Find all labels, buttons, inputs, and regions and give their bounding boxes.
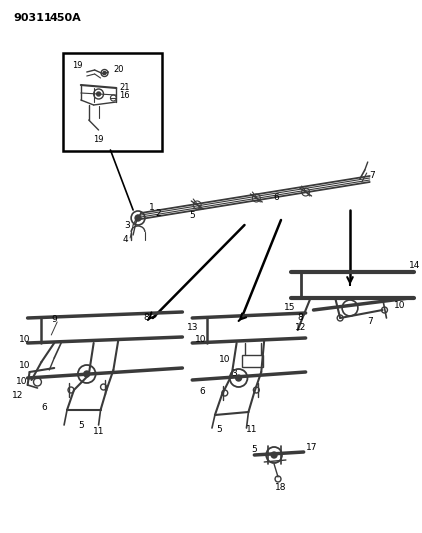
Text: 10: 10 [16, 377, 27, 386]
Text: 12: 12 [295, 324, 306, 333]
Text: 8: 8 [143, 313, 149, 322]
Text: 13: 13 [187, 324, 198, 333]
Text: 2: 2 [156, 209, 161, 219]
Text: 6: 6 [41, 403, 47, 413]
Text: 6: 6 [273, 193, 279, 203]
Text: 20: 20 [114, 64, 124, 74]
Text: 18: 18 [275, 482, 287, 491]
Text: 7: 7 [369, 171, 374, 180]
Circle shape [271, 452, 277, 458]
Text: 5: 5 [189, 211, 195, 220]
Text: 3: 3 [231, 368, 237, 377]
Text: 10: 10 [219, 356, 230, 365]
Text: 4: 4 [122, 236, 128, 245]
Text: 5: 5 [216, 425, 222, 434]
Text: 12: 12 [12, 391, 24, 400]
Text: 5: 5 [78, 421, 84, 430]
Text: 11: 11 [246, 425, 257, 434]
Circle shape [84, 371, 90, 377]
Text: 8: 8 [298, 313, 303, 322]
Text: 19: 19 [72, 61, 82, 70]
Text: 90311: 90311 [14, 13, 52, 23]
Text: 7: 7 [367, 318, 373, 327]
Text: 19: 19 [93, 135, 104, 144]
Circle shape [135, 215, 141, 221]
Text: 10: 10 [195, 335, 207, 344]
Circle shape [103, 71, 106, 75]
Circle shape [235, 375, 241, 381]
Text: 1: 1 [149, 204, 154, 213]
Bar [63, 53, 162, 151]
Text: 14: 14 [409, 261, 421, 270]
Text: 16: 16 [119, 91, 130, 100]
Text: 6: 6 [199, 387, 205, 397]
Text: 9: 9 [51, 316, 57, 325]
Text: 10: 10 [19, 335, 30, 344]
Bar [241, 355, 263, 367]
Text: 11: 11 [93, 427, 104, 437]
Circle shape [97, 92, 100, 96]
Text: 15: 15 [284, 303, 296, 312]
Text: 17: 17 [306, 442, 317, 451]
Text: 3: 3 [124, 221, 130, 230]
Text: 450A: 450A [49, 13, 81, 23]
Text: 21: 21 [119, 83, 130, 92]
Text: 5: 5 [252, 445, 257, 454]
Text: 10: 10 [19, 360, 30, 369]
Text: 10: 10 [394, 301, 405, 310]
